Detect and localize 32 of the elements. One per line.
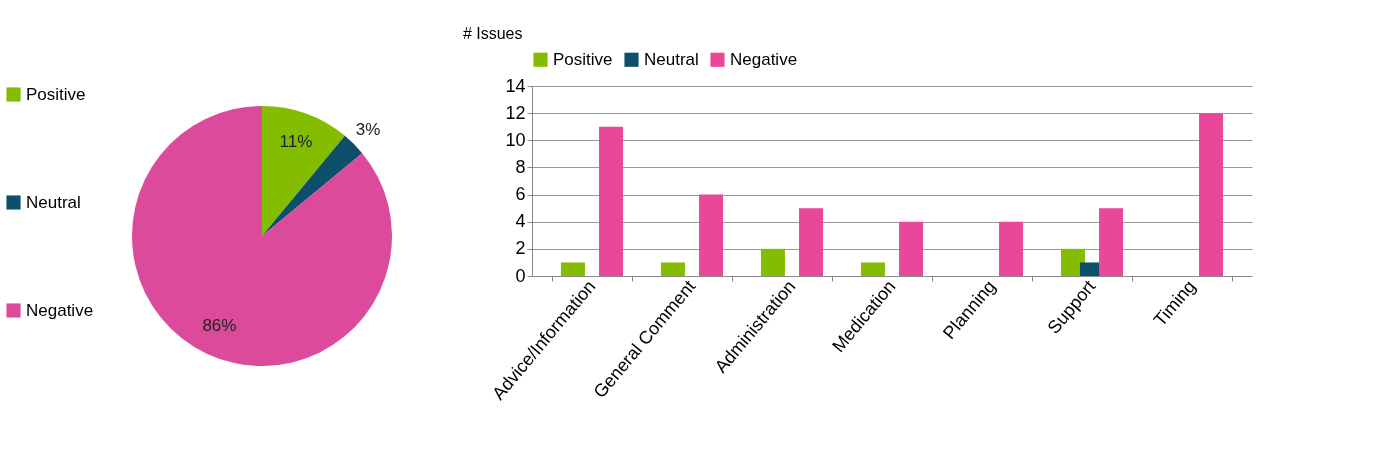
bar	[599, 126, 624, 276]
pie-slice	[262, 106, 345, 236]
bar	[1099, 208, 1124, 276]
data-label: 86%	[202, 316, 237, 336]
bar	[560, 262, 585, 276]
data-label: 3%	[355, 119, 381, 139]
bar	[1199, 113, 1224, 276]
pie-slice	[262, 135, 363, 236]
pie-slice	[132, 106, 392, 366]
data-label: 11%	[279, 131, 313, 151]
y-axis-title: # Issues	[462, 24, 523, 42]
legend-label: Negative	[26, 300, 94, 320]
bar	[860, 262, 885, 276]
legend-label: Positive	[553, 49, 613, 69]
y-tick-label: 2	[515, 238, 526, 259]
legend-label: Neutral	[26, 192, 81, 212]
y-tick-label: 0	[515, 265, 526, 286]
bar	[999, 221, 1024, 276]
bar	[760, 248, 785, 276]
y-tick-label: 4	[515, 211, 526, 232]
legend-label: Negative	[730, 49, 798, 69]
y-tick-label: 10	[505, 129, 526, 150]
legend-label: Neutral	[644, 49, 699, 69]
bar	[899, 221, 924, 276]
y-tick-label: 14	[505, 75, 526, 96]
y-tick-label: 8	[515, 156, 526, 177]
y-tick-label: 12	[505, 102, 526, 123]
bar	[799, 208, 824, 276]
bar	[660, 262, 685, 276]
legend-label: Positive	[26, 84, 86, 104]
bar	[699, 194, 724, 276]
y-tick-label: 6	[515, 184, 526, 205]
